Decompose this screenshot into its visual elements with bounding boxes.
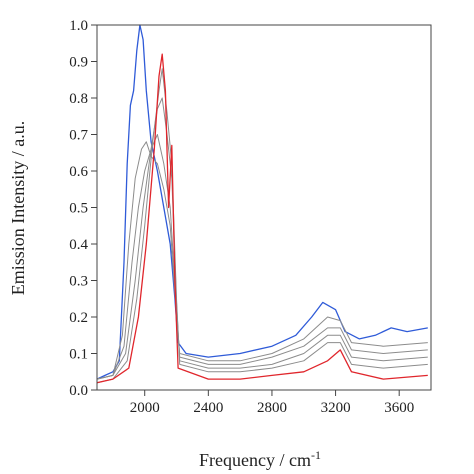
y-tick-label: 1.0 bbox=[69, 18, 88, 34]
series-line-6 bbox=[96, 53, 428, 384]
series-line-3 bbox=[96, 134, 428, 380]
y-tick-label: 0.7 bbox=[69, 128, 88, 144]
x-tick-label: 3600 bbox=[384, 400, 414, 416]
y-tick-label: 0.1 bbox=[69, 347, 88, 363]
y-tick-label: 0.9 bbox=[69, 55, 88, 71]
x-axis-title: Frequency / cm-1 bbox=[199, 448, 321, 470]
y-tick-label: 0.4 bbox=[69, 237, 88, 253]
plot-frame bbox=[96, 24, 432, 391]
y-tick-label: 0.8 bbox=[69, 91, 88, 107]
y-tick-label: 0.2 bbox=[69, 310, 88, 326]
y-tick-label: 0.5 bbox=[69, 201, 88, 217]
series-line-5 bbox=[96, 68, 428, 384]
x-axis-title-superscript: -1 bbox=[311, 448, 321, 462]
x-tick-label: 2800 bbox=[257, 400, 287, 416]
series-line-2 bbox=[96, 141, 428, 380]
x-tick-label: 3200 bbox=[321, 400, 351, 416]
x-axis: 2000 2400 2800 3200 3600 bbox=[130, 390, 414, 416]
y-axis-title: Emission Intensity / a.u. bbox=[8, 121, 28, 296]
y-tick-label: 0.3 bbox=[69, 274, 88, 290]
x-tick-label: 2400 bbox=[193, 400, 223, 416]
y-axis: 0.0 0.1 0.2 0.3 0.4 0.5 0.6 0.7 0.8 0.9 1.0 bbox=[69, 18, 97, 399]
series-lines bbox=[96, 24, 428, 384]
y-tick-label: 0.0 bbox=[69, 383, 88, 399]
y-tick-label: 0.6 bbox=[69, 164, 88, 180]
x-tick-label: 2000 bbox=[130, 400, 160, 416]
